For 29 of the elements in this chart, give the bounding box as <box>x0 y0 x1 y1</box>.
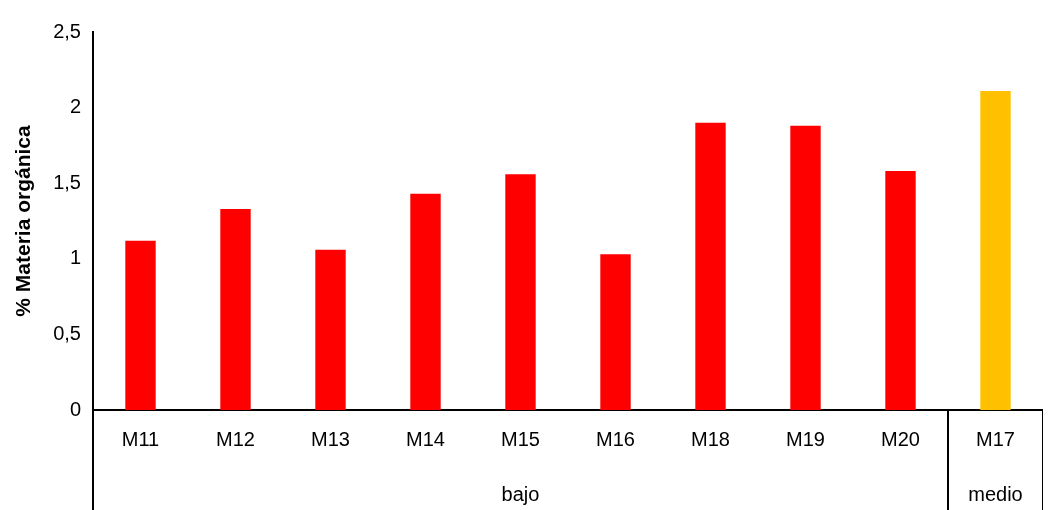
bar <box>315 249 346 410</box>
x-tick-label: M14 <box>406 427 445 450</box>
bar <box>125 240 156 410</box>
y-tick-label: 2 <box>69 95 81 118</box>
x-tick-label: M11 <box>121 427 160 450</box>
bar <box>505 174 536 410</box>
bar <box>220 208 251 410</box>
x-tick-label: M19 <box>786 427 825 450</box>
y-tick-label: 0,5 <box>53 321 81 344</box>
bar <box>980 90 1011 410</box>
x-tick-label: M17 <box>976 427 1015 450</box>
x-tick-label: M20 <box>881 427 920 450</box>
x-tick-label: M13 <box>311 427 350 450</box>
bar <box>695 122 726 410</box>
text: bajo <box>501 482 540 505</box>
bar <box>790 125 821 410</box>
x-tick-label: M18 <box>691 427 730 450</box>
bar <box>600 254 631 410</box>
bar <box>410 193 441 410</box>
y-tick-label: 2,5 <box>53 19 81 42</box>
y-tick-label: 1,5 <box>53 170 81 193</box>
y-tick-label: 1 <box>69 246 81 269</box>
x-tick-label: M12 <box>216 427 255 450</box>
x-tick-label: M15 <box>501 427 540 450</box>
y-axis-title: % Materia orgánica <box>11 124 35 317</box>
x-tick-label: M16 <box>596 427 635 450</box>
y-tick-label: 0 <box>69 397 81 420</box>
text: medio <box>968 482 1023 505</box>
bar <box>885 171 916 410</box>
